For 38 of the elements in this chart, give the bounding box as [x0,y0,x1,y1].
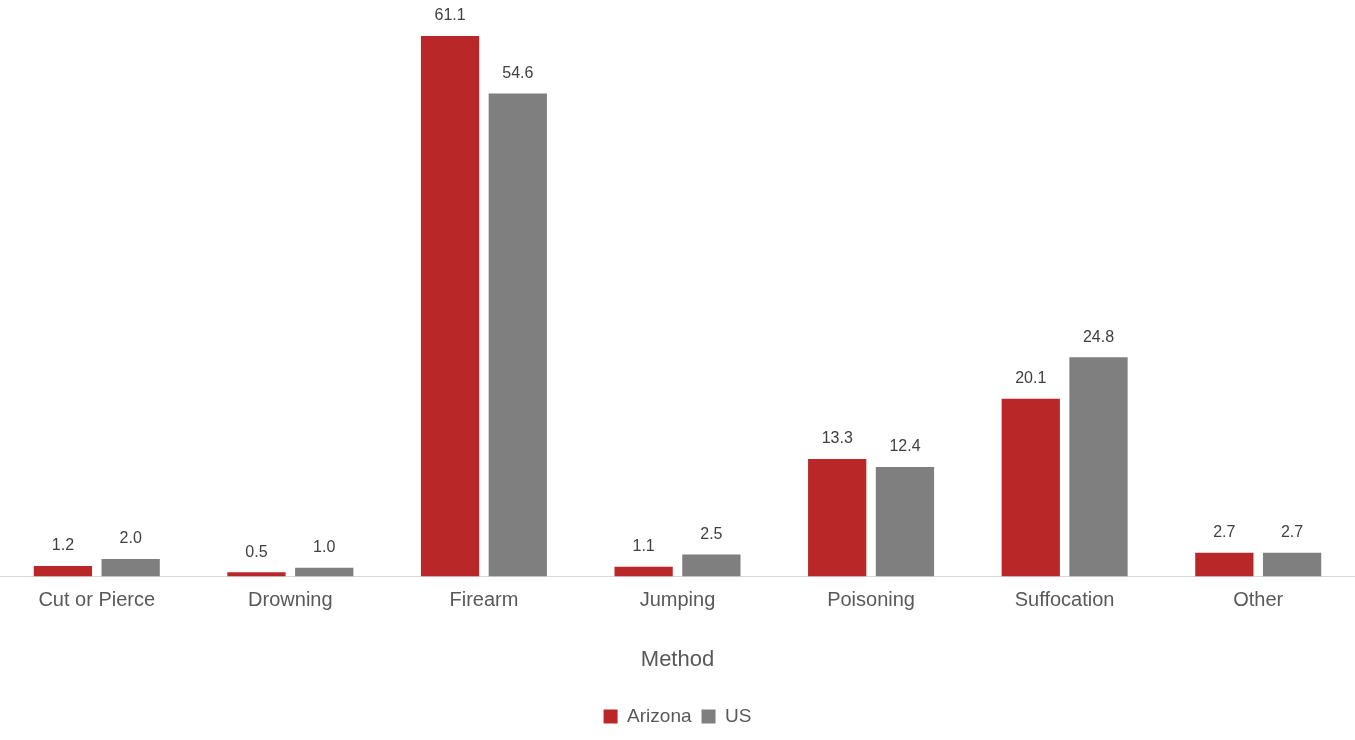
x-tick-label: Jumping [639,588,716,611]
x-axis-title: Method [640,645,715,671]
data-label: 2.7 [1280,523,1304,541]
data-label: 2.5 [700,524,723,542]
x-tick-label: Firearm [449,588,519,611]
data-label: 13.3 [821,429,853,447]
bar [682,554,741,577]
bar [227,572,286,577]
bar [488,93,547,577]
x-tick-label: Cut or Pierce [38,588,156,611]
data-label: 1.2 [51,536,75,554]
legend-label: Arizona [627,704,692,726]
data-label: 1.0 [313,538,336,556]
data-label: 2.7 [1213,523,1236,541]
data-label: 12.4 [889,437,921,455]
bar [1069,357,1128,577]
bar [1262,552,1322,577]
x-tick-label: Poisoning [827,588,915,611]
data-label: 54.6 [502,63,534,81]
x-tick-label: Other [1233,588,1284,611]
data-label: 1.1 [632,537,655,555]
bar [614,566,673,577]
data-label: 0.5 [245,542,268,560]
data-label: 20.1 [1015,369,1047,387]
x-tick-label: Suffocation [1014,588,1115,611]
bar [1001,398,1060,577]
bar [101,558,160,577]
data-label: 2.0 [119,529,142,547]
bar [875,466,935,577]
data-label: 61.1 [434,6,466,24]
bar [420,36,480,577]
bar [1195,552,1254,577]
data-label: 24.8 [1082,327,1115,345]
x-tick-label: Drowning [248,588,333,611]
bar [295,567,354,577]
legend-label: US [725,704,752,726]
bar [33,565,93,577]
bar [808,458,867,577]
